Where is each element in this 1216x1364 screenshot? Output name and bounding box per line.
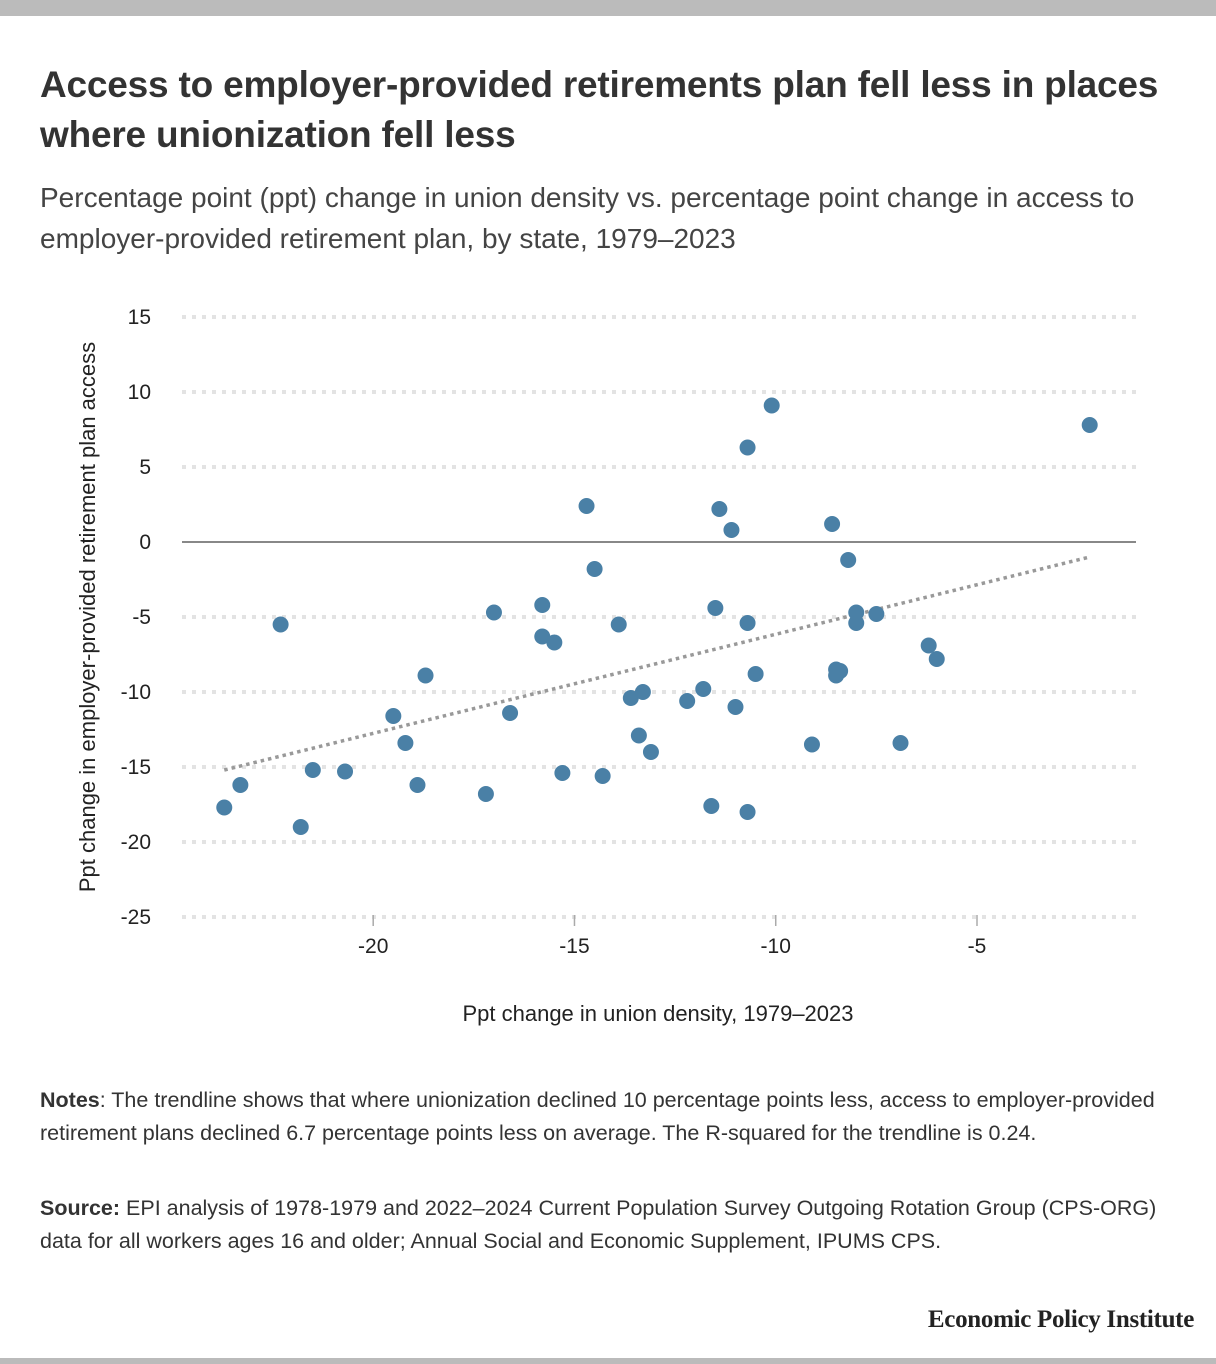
data-point	[586, 561, 603, 577]
data-point	[554, 765, 571, 781]
gridlines	[182, 315, 1136, 919]
y-axis-title: Ppt change in employer-provided retireme…	[75, 342, 100, 892]
data-point	[634, 684, 651, 700]
chart-title: Access to employer-provided retirements …	[40, 64, 1159, 155]
data-point	[727, 699, 744, 715]
y-tick-label: 10	[128, 381, 151, 404]
data-point	[304, 762, 321, 778]
data-point	[272, 616, 289, 633]
data-point	[594, 768, 611, 784]
data-point	[739, 615, 756, 631]
data-point	[578, 498, 595, 514]
data-point	[292, 819, 309, 835]
data-point	[920, 637, 937, 654]
data-point	[337, 763, 354, 780]
data-point	[739, 804, 756, 820]
y-tick-label: -20	[121, 831, 151, 854]
data-point	[840, 552, 857, 568]
trendline	[223, 555, 1091, 772]
y-tick-label: -5	[132, 606, 151, 629]
data-point	[1081, 417, 1098, 433]
data-point	[711, 501, 728, 517]
y-tick-label: -15	[121, 756, 151, 779]
y-tick-label: 15	[128, 306, 151, 329]
data-point	[695, 681, 712, 697]
y-tick-label: 5	[139, 456, 151, 479]
bottom-border-bar	[0, 1358, 1216, 1364]
source-label: Source:	[40, 1196, 121, 1220]
x-axis-title: Ppt change in union density, 1979–2023	[462, 1001, 853, 1026]
data-point	[642, 744, 659, 760]
data-point	[397, 735, 414, 751]
data-point	[763, 397, 780, 414]
data-point	[622, 690, 639, 706]
data-point	[610, 616, 627, 633]
data-point	[630, 727, 647, 744]
y-tick-label: -10	[121, 681, 151, 704]
data-points	[216, 397, 1098, 835]
data-point	[534, 628, 551, 645]
top-border-bar	[0, 0, 1216, 16]
data-point	[502, 705, 519, 721]
data-point	[534, 597, 551, 613]
data-point	[679, 693, 696, 709]
notes-label: Notes	[40, 1088, 100, 1112]
source: Source: EPI analysis of 1978-1979 and 20…	[40, 1192, 1190, 1257]
data-point	[928, 651, 945, 667]
data-point	[703, 798, 720, 814]
scatter-chart: 15 10 5 0 -5 -10 -15 -20 -25 -20 -15 -10 -5 Ppt cha…	[75, 306, 1136, 1026]
x-tick-label: -15	[559, 935, 589, 958]
chart-subtitle: Percentage point (ppt) change in union d…	[40, 182, 1135, 254]
data-point	[477, 786, 494, 802]
x-tick-label: -5	[968, 935, 987, 958]
y-axis-ticks: 15 10 5 0 -5 -10 -15 -20 -25	[121, 306, 151, 929]
data-point	[739, 439, 756, 456]
data-point	[546, 634, 563, 651]
data-point	[803, 736, 820, 753]
data-point	[417, 667, 434, 684]
notes-text: : The trendline shows that where unioniz…	[40, 1088, 1155, 1145]
notes: Notes: The trendline shows that where un…	[40, 1084, 1190, 1149]
data-point	[828, 667, 845, 684]
data-point	[892, 735, 909, 751]
source-text: EPI analysis of 1978-1979 and 2022–2024 …	[40, 1196, 1157, 1253]
y-tick-label: -25	[121, 906, 151, 929]
data-point	[707, 600, 724, 616]
data-point	[216, 799, 233, 816]
data-point	[848, 615, 865, 631]
data-point	[723, 522, 740, 538]
epi-logo: Economic Policy Institute	[927, 1306, 1194, 1333]
x-tick-label: -10	[761, 935, 791, 958]
data-point	[485, 604, 502, 621]
x-tick-label: -20	[358, 935, 388, 958]
y-tick-label: 0	[139, 531, 151, 554]
data-point	[385, 708, 402, 724]
data-point	[409, 777, 426, 793]
data-point	[824, 516, 841, 532]
data-point	[868, 606, 885, 622]
data-point	[232, 777, 249, 793]
data-point	[747, 666, 764, 682]
x-axis-ticks: -20 -15 -10 -5	[358, 915, 986, 958]
